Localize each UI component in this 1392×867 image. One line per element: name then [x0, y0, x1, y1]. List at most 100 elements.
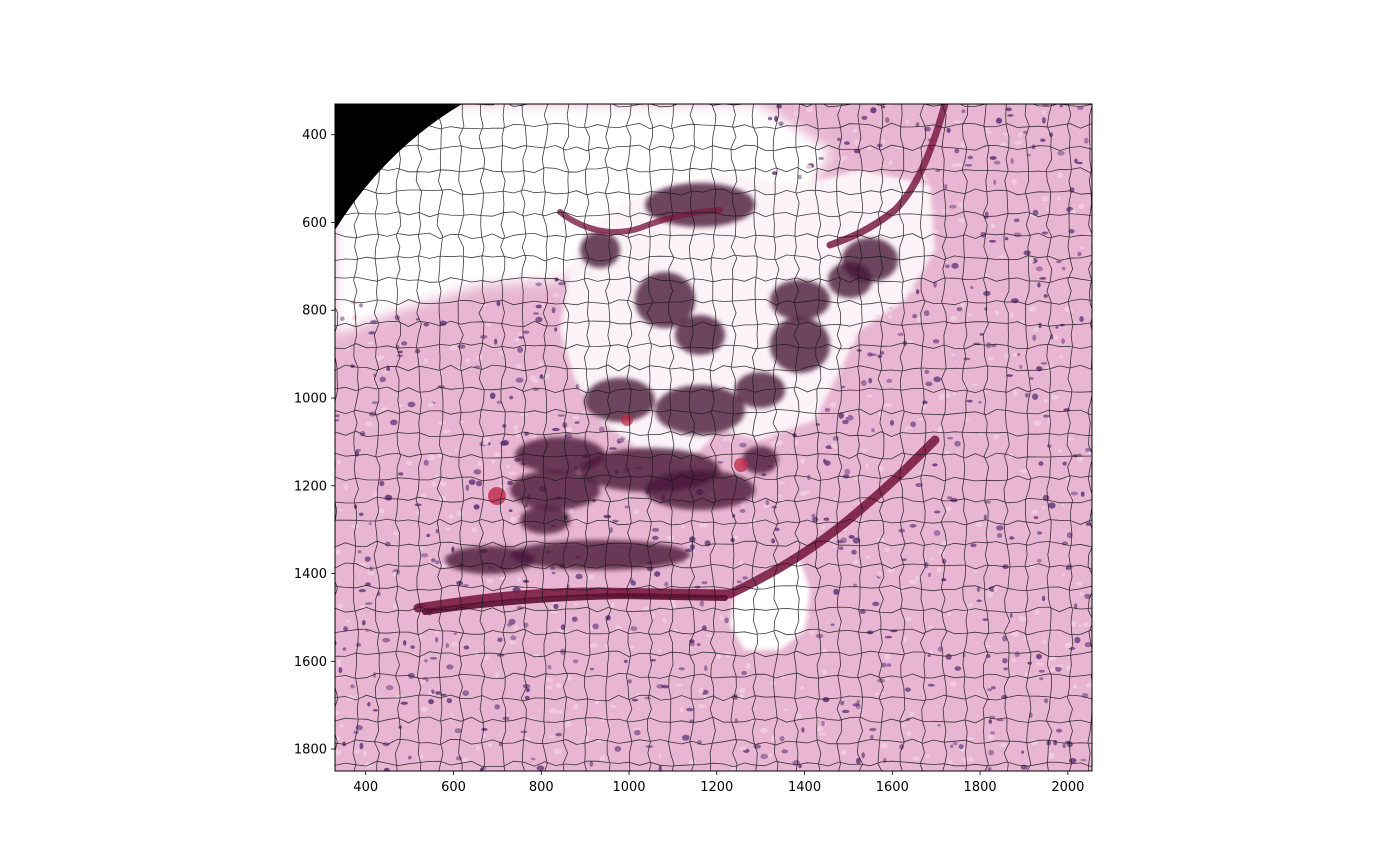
nucleus — [420, 492, 427, 499]
nucleus — [734, 718, 738, 724]
nucleus — [370, 320, 378, 324]
nucleus — [649, 659, 657, 662]
nucleus — [475, 745, 480, 752]
nucleus — [568, 508, 574, 514]
nucleus — [1074, 603, 1078, 610]
nucleus — [435, 691, 441, 695]
nucleus — [517, 576, 521, 583]
nucleus — [956, 307, 963, 312]
nucleus — [657, 649, 662, 653]
nucleus — [1013, 232, 1022, 237]
nucleus — [923, 178, 929, 182]
nucleus — [784, 708, 788, 712]
nucleus — [987, 688, 993, 692]
nucleus — [881, 662, 887, 668]
nucleus — [355, 643, 362, 647]
y-tick-label: 800 — [302, 304, 327, 319]
nucleus — [845, 412, 849, 417]
nucleus — [1029, 377, 1034, 380]
tissue-image — [335, 104, 1092, 771]
nucleus — [338, 667, 343, 674]
nucleus — [371, 401, 379, 404]
nucleus — [335, 750, 342, 756]
nucleus — [851, 549, 857, 555]
nucleus — [481, 654, 490, 661]
nucleus — [536, 765, 545, 771]
x-tick-label: 1800 — [964, 780, 997, 795]
nucleus — [1009, 536, 1015, 540]
nucleus — [1013, 218, 1020, 223]
nucleus — [1066, 437, 1075, 441]
nucleus — [1028, 306, 1037, 312]
nucleus — [778, 121, 784, 127]
nucleus — [912, 756, 920, 761]
nucleus — [379, 480, 385, 487]
nucleus — [572, 415, 580, 420]
nucleus — [801, 727, 805, 733]
x-tick-label: 1600 — [876, 780, 909, 795]
nucleus — [520, 412, 528, 417]
nucleus — [900, 724, 907, 727]
nucleus — [376, 355, 382, 362]
nucleus — [555, 732, 562, 737]
nucleus — [658, 753, 662, 759]
black-mask-corner — [335, 104, 462, 230]
nucleus — [897, 332, 904, 337]
nucleus — [517, 346, 524, 353]
nucleus — [431, 481, 436, 487]
nucleus — [535, 282, 542, 287]
nucleus — [384, 767, 390, 771]
nucleus — [445, 527, 451, 531]
nucleus — [984, 307, 988, 311]
nucleus — [592, 623, 599, 630]
nucleus — [415, 318, 420, 321]
nucleus — [1058, 448, 1063, 453]
nucleus — [916, 417, 925, 421]
nucleus — [952, 741, 958, 746]
nucleus — [1080, 491, 1085, 497]
nucleus — [988, 356, 994, 361]
nucleus — [551, 571, 556, 575]
nucleus — [506, 623, 512, 627]
blood-spot — [734, 458, 748, 472]
nucleus — [538, 362, 544, 366]
nucleus — [1063, 256, 1067, 262]
nucleus — [611, 602, 615, 608]
nucleus — [633, 508, 640, 515]
nucleus — [431, 558, 436, 563]
nucleus — [1032, 393, 1039, 400]
nucleus — [446, 698, 453, 704]
nucleus — [947, 612, 951, 616]
nucleus — [633, 727, 641, 731]
nucleus — [627, 679, 632, 684]
nucleus — [800, 458, 805, 464]
nucleus — [984, 645, 991, 648]
nucleus — [372, 709, 379, 712]
nucleus — [856, 757, 861, 765]
nucleus — [945, 506, 952, 512]
nucleus — [423, 357, 428, 364]
nucleus — [944, 184, 948, 190]
nucleus — [1038, 461, 1044, 466]
nucleus — [912, 314, 917, 319]
nucleus — [978, 400, 982, 404]
nucleus — [477, 460, 483, 467]
nucleus — [910, 421, 916, 428]
nucleus — [572, 659, 579, 664]
nucleus — [1005, 107, 1012, 112]
nucleus — [367, 570, 375, 576]
nucleus — [658, 765, 662, 771]
nucleus — [337, 459, 341, 465]
nucleus — [1010, 298, 1019, 304]
nucleus — [947, 436, 954, 440]
nucleus — [1061, 266, 1066, 271]
nucleus — [793, 104, 802, 107]
nucleus — [373, 491, 378, 498]
nucleus — [686, 707, 694, 712]
nucleus — [531, 757, 536, 761]
nucleus — [546, 686, 553, 690]
nucleus — [483, 437, 490, 443]
nucleus — [435, 636, 439, 643]
nucleus — [909, 579, 918, 585]
nucleus — [987, 591, 994, 598]
